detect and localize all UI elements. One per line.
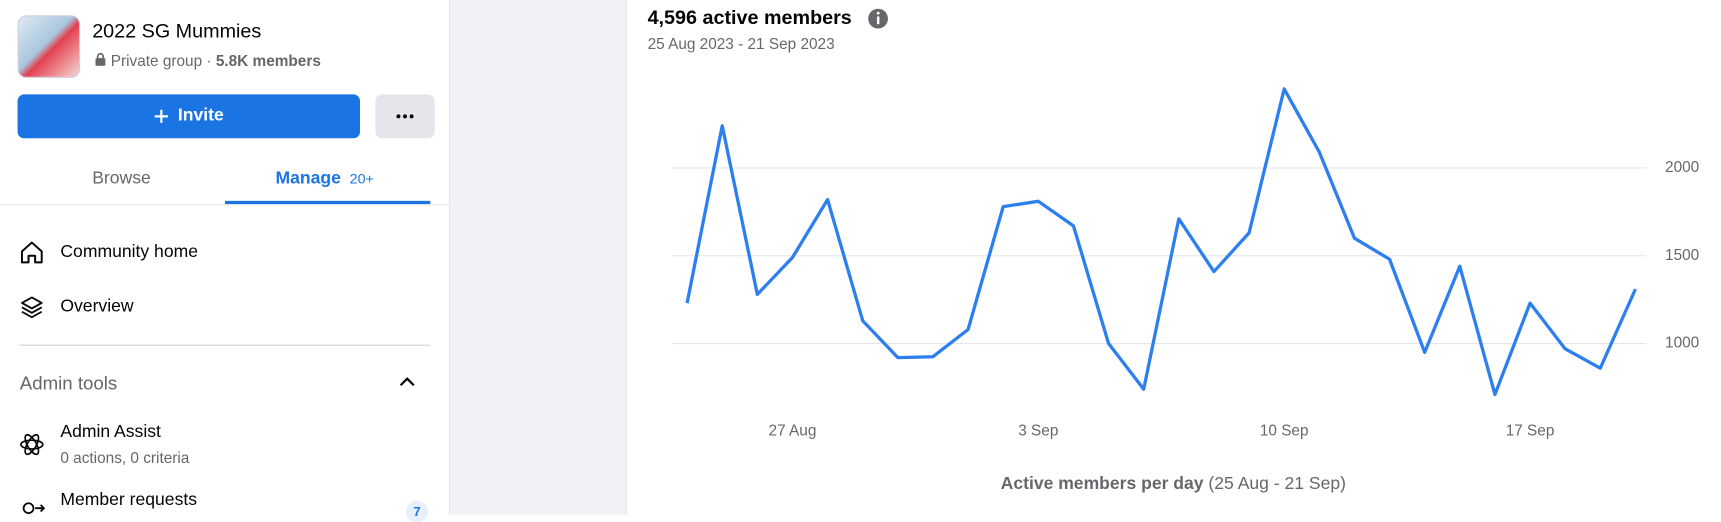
chart: 4,596 active members 25 Aug 2023 - 21 Se… <box>648 7 1700 493</box>
tab-manage[interactable]: Manage 20+ <box>275 169 373 189</box>
plus-icon <box>154 109 169 123</box>
x-tick-label: 10 Sep <box>1260 422 1309 439</box>
section-title[interactable]: Admin tools <box>19 373 118 395</box>
member-count: 5.8K members <box>215 51 321 70</box>
chart-subtitle: 25 Aug 2023 - 21 Sep 2023 <box>648 36 835 53</box>
group-name[interactable]: 2022 SG Mummies <box>92 19 262 42</box>
lock-icon <box>95 52 106 66</box>
group-avatar[interactable] <box>17 15 81 78</box>
y-tick-label: 1000 <box>1665 335 1699 352</box>
requests-icon <box>22 502 46 515</box>
x-tick-label: 3 Sep <box>1018 422 1058 439</box>
separator: · <box>206 51 212 70</box>
assist-icon <box>20 433 44 456</box>
x-axis-title: Active members per day <box>1001 473 1204 493</box>
tool-item[interactable]: Member requests <box>60 490 198 510</box>
invite-button[interactable]: Invite <box>17 94 361 139</box>
more-button[interactable] <box>375 94 435 139</box>
dots-icon <box>396 114 414 119</box>
tool-detail: 0 actions, 0 criteria <box>60 448 190 467</box>
privacy: Private group <box>110 51 203 70</box>
chart-title: 4,596 active members <box>648 7 852 29</box>
menu-item[interactable]: Overview <box>60 297 134 317</box>
x-axis-note: (25 Aug - 21 Sep) <box>1208 473 1346 493</box>
y-tick-label: 1500 <box>1665 247 1699 264</box>
sidebar: 2022 SG Mummies Private group · 5.8K mem… <box>0 0 451 522</box>
tab-label: Manage <box>275 169 341 188</box>
invite-label: Invite <box>177 106 224 126</box>
x-axis-label: Active members per day (25 Aug - 21 Sep) <box>1001 473 1346 493</box>
data-line <box>685 87 1637 397</box>
tool-item[interactable]: Admin Assist <box>60 422 161 442</box>
request-badge: 7 <box>406 500 429 522</box>
tab-badge: 20+ <box>349 170 374 187</box>
divider <box>19 344 431 346</box>
overview-icon <box>21 296 43 319</box>
x-tick-label: 17 Sep <box>1506 422 1555 439</box>
x-tick-label: 27 Aug <box>769 422 817 439</box>
home-icon <box>20 241 43 264</box>
gutter <box>450 0 627 515</box>
tab-underline <box>225 200 431 205</box>
group-meta: Private group · 5.8K members <box>94 51 321 70</box>
info-icon[interactable] <box>868 8 888 29</box>
menu-item[interactable]: Community home <box>60 242 198 262</box>
y-tick-label: 2000 <box>1665 159 1699 176</box>
divider <box>0 204 449 206</box>
tab-browse[interactable]: Browse <box>92 169 151 188</box>
chevron-icon[interactable] <box>397 374 417 389</box>
